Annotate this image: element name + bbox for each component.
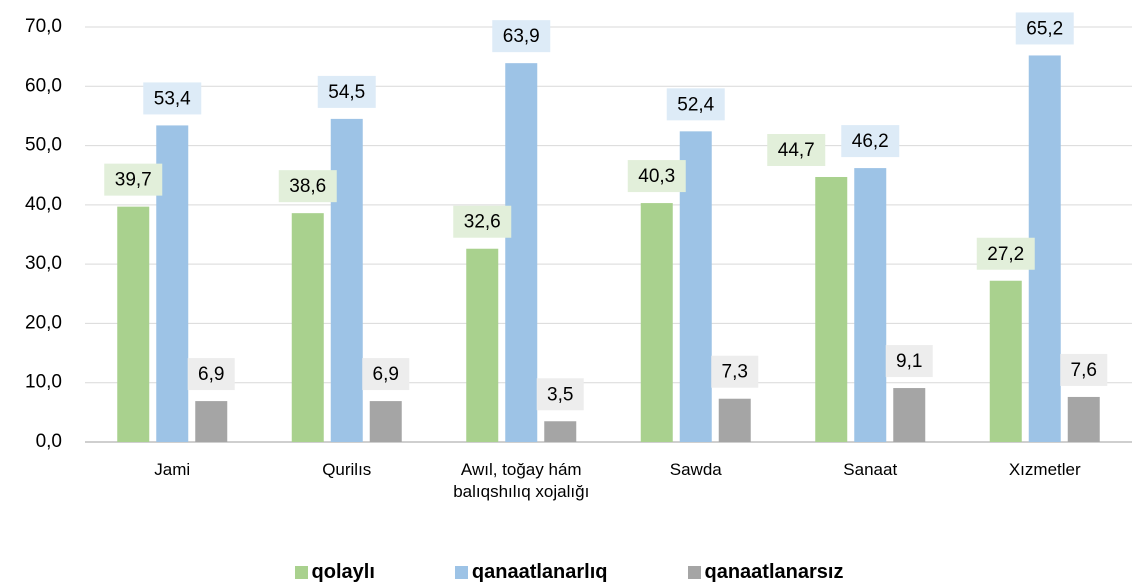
value-label-bg (767, 133, 826, 166)
value-label-bg (317, 75, 376, 108)
bar (718, 398, 751, 442)
bar (640, 203, 673, 442)
legend-label: qanaatlanarlıq (471, 561, 608, 583)
legend: qolaylı qanaatlanarlıq qanaatlanarsız (0, 561, 1138, 584)
legend-swatch (294, 566, 308, 579)
legend-item: qanaatlanarlıq (454, 561, 608, 584)
value-label: 52,4 (677, 94, 714, 115)
value-label-bg (362, 358, 410, 391)
value-label: 54,5 (328, 82, 365, 103)
bar (369, 401, 402, 442)
bar (854, 168, 887, 442)
bar (117, 206, 150, 442)
value-label-bg (666, 88, 725, 121)
value-label-bg (841, 125, 900, 158)
bar (505, 63, 538, 443)
value-label-bg (492, 20, 551, 53)
bar (1067, 396, 1100, 442)
value-label: 6,9 (373, 364, 399, 385)
value-label-bg (1015, 12, 1074, 45)
value-label-bg (711, 355, 759, 388)
bar (330, 118, 363, 443)
x-tick-label: Sawda (669, 460, 722, 479)
y-tick-label: 40,0 (25, 194, 62, 215)
x-tick-label: Awıl, toğay hám balıqshılıq xojalığı (453, 460, 590, 501)
value-label: 9,1 (896, 351, 922, 372)
x-tick-label: Jami (154, 460, 191, 479)
value-label: 65,2 (1026, 18, 1063, 39)
value-label-bg (278, 170, 337, 203)
x-tick-label: Xızmetler (1008, 460, 1081, 479)
value-label: 38,6 (289, 176, 326, 197)
bar (466, 248, 499, 442)
value-label: 44,7 (778, 140, 815, 161)
y-tick-label: 60,0 (25, 75, 62, 96)
value-label: 46,2 (852, 131, 889, 152)
legend-label: qanaatlanarsız (704, 561, 844, 583)
y-tick-label: 50,0 (25, 135, 62, 156)
bar (815, 176, 848, 442)
value-labels: 39,7 53,4 6,9 38,6 54,5 6,9 32,6 63,9 3,5 40,3 52,… (104, 12, 1108, 411)
value-label-bg (536, 378, 584, 411)
value-label-bg (885, 345, 933, 378)
y-tick-label: 20,0 (25, 312, 62, 333)
value-label: 7,6 (1071, 360, 1097, 381)
y-tick-label: 30,0 (25, 253, 62, 274)
value-label-bg (1060, 353, 1108, 386)
value-label-bg (627, 160, 686, 193)
bar (989, 280, 1022, 442)
legend-item: qanaatlanarsız (687, 561, 844, 584)
value-label: 27,2 (987, 244, 1024, 265)
value-label: 53,4 (154, 88, 191, 109)
legend-item: qolaylı (294, 561, 375, 584)
value-label-bg (187, 358, 235, 391)
bar (195, 401, 228, 442)
value-label: 32,6 (464, 212, 501, 233)
value-label: 6,9 (198, 364, 224, 385)
value-label-bg (453, 205, 512, 238)
bar (893, 388, 926, 442)
x-tick-label: Sanaat (843, 460, 898, 479)
value-label-bg (104, 163, 163, 196)
y-tick-label: 0,0 (36, 431, 62, 452)
value-label-bg (976, 237, 1035, 270)
bar (291, 213, 324, 442)
bar (544, 421, 577, 442)
value-label: 40,3 (638, 166, 675, 187)
value-label: 3,5 (547, 384, 573, 405)
legend-swatch (454, 566, 468, 579)
legend-label: qolaylı (311, 561, 375, 583)
value-label: 39,7 (115, 170, 152, 191)
value-label: 7,3 (722, 362, 748, 383)
x-tick-label: Qurilıs (322, 460, 372, 479)
y-tick-label: 10,0 (25, 372, 62, 393)
value-label-bg (143, 82, 202, 115)
y-tick-label: 70,0 (25, 16, 62, 37)
value-label: 63,9 (503, 26, 540, 47)
legend-swatch (687, 566, 701, 579)
